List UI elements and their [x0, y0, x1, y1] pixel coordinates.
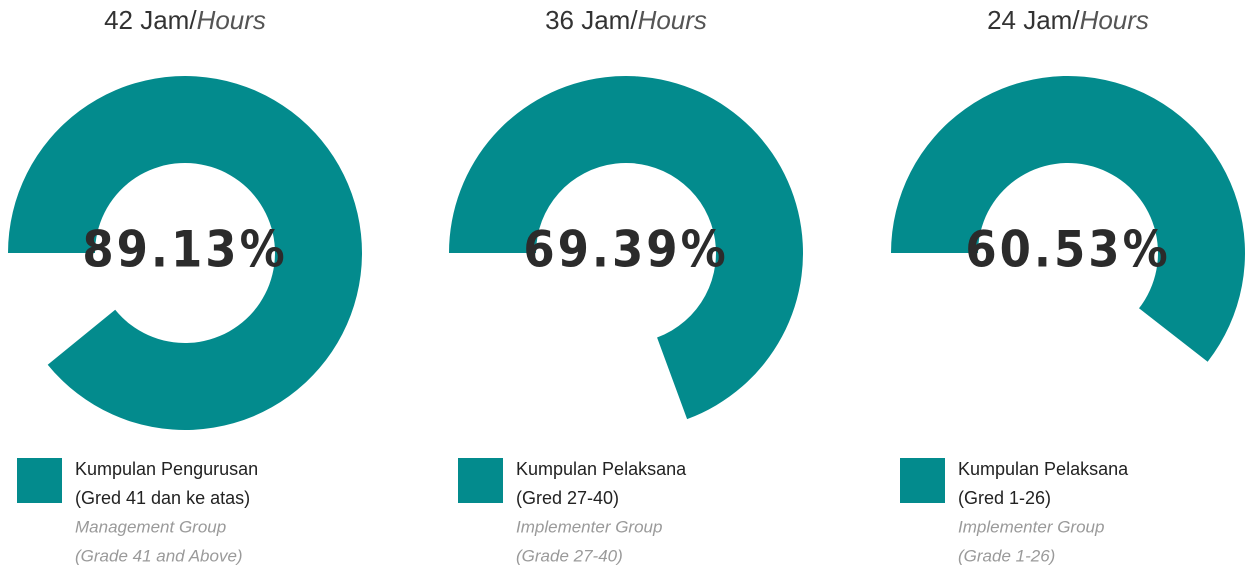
chart-title: 36 Jam/Hours: [545, 5, 707, 35]
legend-swatch: [900, 458, 945, 503]
legend-label-en: Management Group: [75, 517, 226, 536]
legend-label: (Gred 41 dan ke atas): [75, 488, 250, 508]
value-label: 60.53%: [965, 221, 1170, 279]
legend-label-en: Implementer Group: [958, 517, 1104, 536]
value-label: 89.13%: [82, 221, 287, 279]
title-unit: Hours: [638, 5, 707, 35]
legend-label-en: Implementer Group: [516, 517, 662, 536]
legend-label: (Gred 27-40): [516, 488, 619, 508]
legend-swatch: [17, 458, 62, 503]
value-label: 69.39%: [523, 221, 728, 279]
donut-segment: [891, 75, 1245, 362]
legend-label-en: (Grade 27-40): [516, 546, 623, 565]
legend-label: (Gred 1-26): [958, 488, 1051, 508]
chart-title: 24 Jam/Hours: [987, 5, 1149, 35]
legend-label-en: (Grade 41 and Above): [75, 546, 243, 565]
donut-segment: [449, 76, 804, 420]
legend-label: Kumpulan Pelaksana: [958, 459, 1129, 479]
legend-label-en: (Grade 1-26): [958, 546, 1055, 565]
title-main: 36 Jam/: [545, 5, 638, 35]
title-unit: Hours: [197, 5, 266, 35]
legend-label: Kumpulan Pengurusan: [75, 459, 258, 479]
chart-title: 42 Jam/Hours: [104, 5, 266, 35]
legend-swatch: [458, 458, 503, 503]
donut-segment: [8, 76, 362, 431]
title-unit: Hours: [1080, 5, 1149, 35]
title-main: 24 Jam/: [987, 5, 1080, 35]
title-main: 42 Jam/: [104, 5, 197, 35]
legend-label: Kumpulan Pelaksana: [516, 459, 687, 479]
